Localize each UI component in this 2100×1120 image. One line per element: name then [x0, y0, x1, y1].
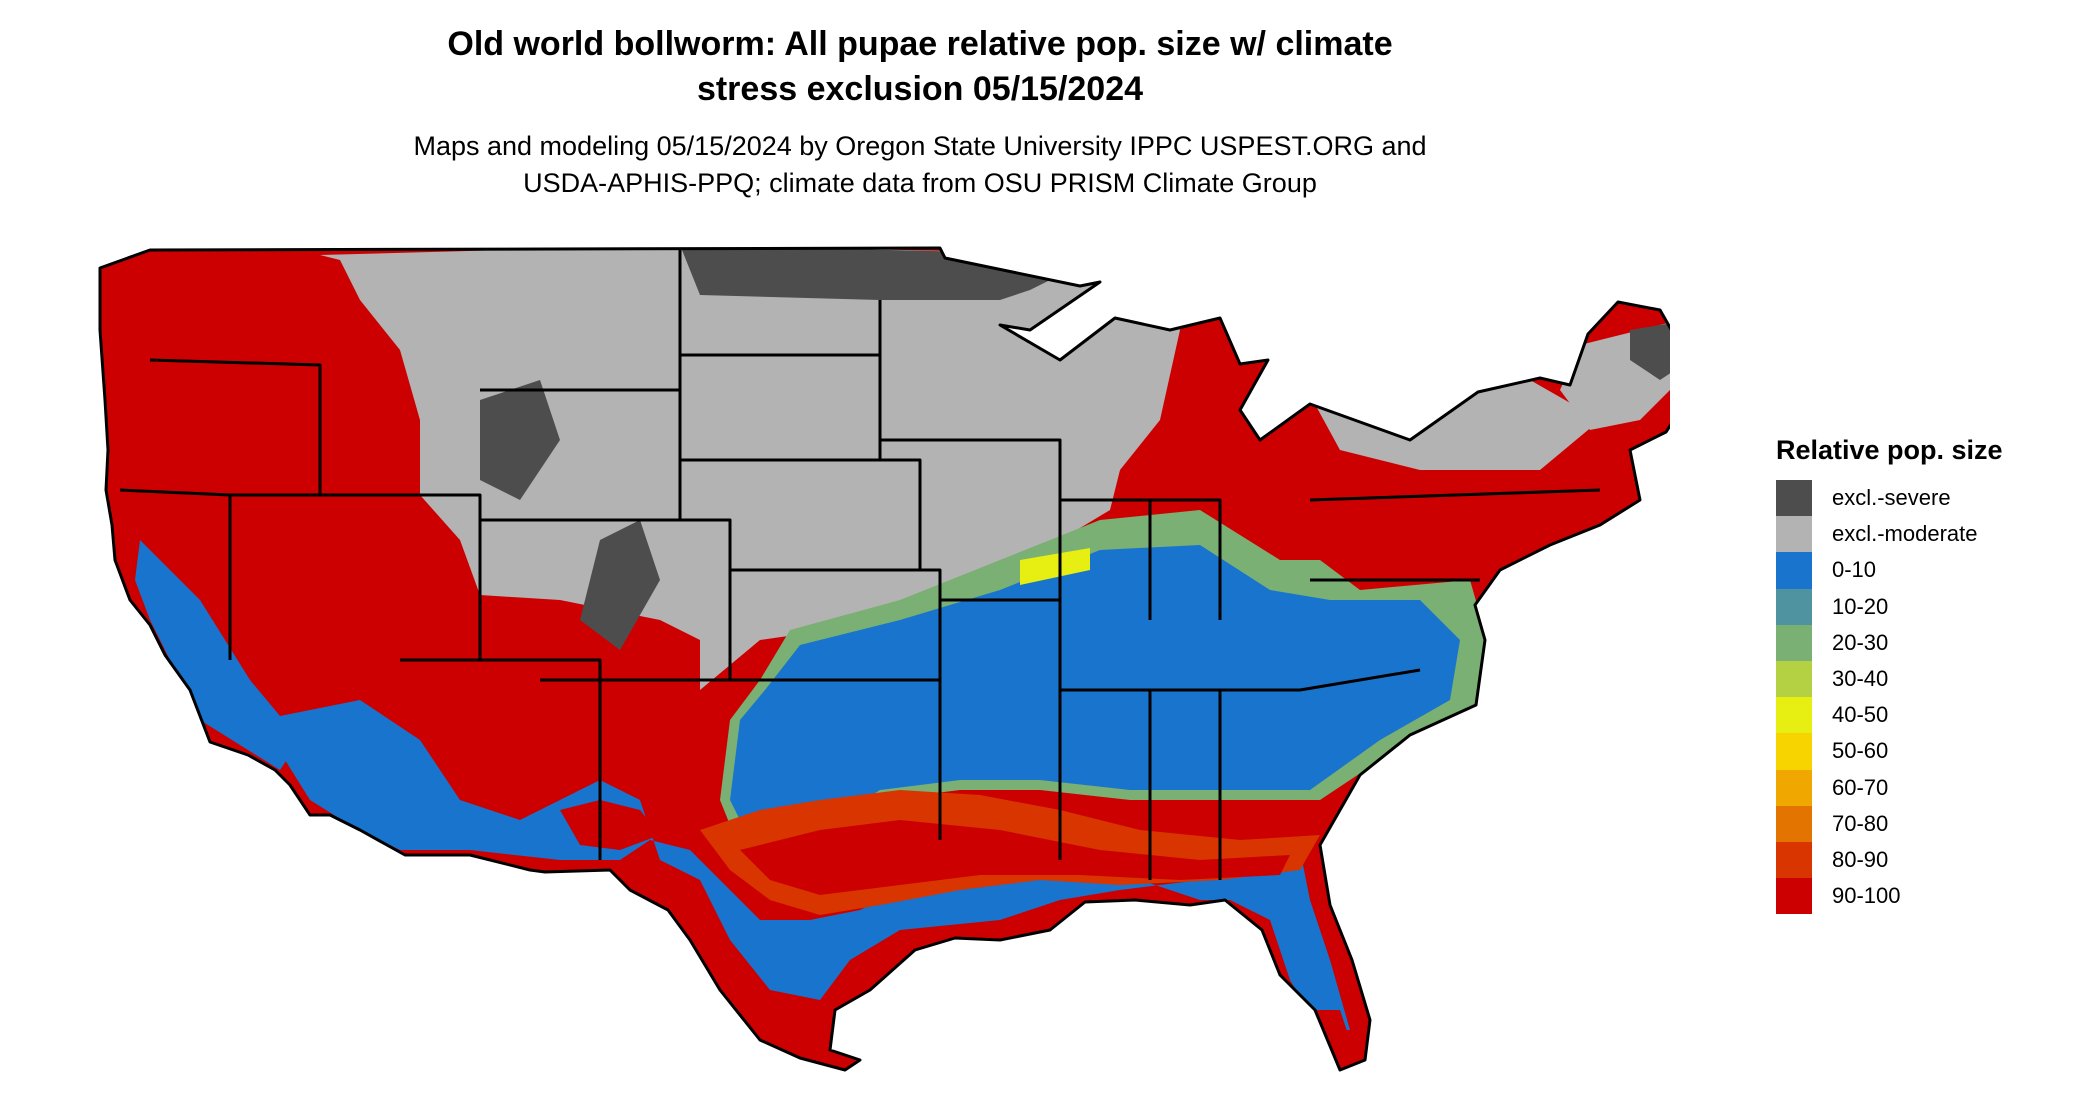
- legend-item: 70-80: [1776, 805, 2076, 842]
- legend-label: 70-80: [1832, 810, 1889, 836]
- border-oklahoma: [730, 678, 942, 840]
- legend: Relative pop. size excl.-severe excl.-mod…: [1776, 432, 2076, 915]
- legend-swatch: [1776, 588, 1812, 625]
- legend-label: 80-90: [1832, 846, 1889, 872]
- border-az-nm: [400, 658, 602, 860]
- zone-excl-severe-colorado: [580, 520, 660, 650]
- legend-label: 40-50: [1832, 702, 1889, 728]
- legend-swatch: [1776, 552, 1812, 589]
- us-map: [98, 246, 1670, 1072]
- legend-items: excl.-severe excl.-moderate 0-10 10-20 20-30…: [1776, 480, 2076, 915]
- legend-swatch: [1776, 805, 1812, 842]
- legend-label: excl.-severe: [1832, 485, 1951, 511]
- map-subtitle: Maps and modeling 05/15/2024 by Oregon S…: [250, 128, 1590, 202]
- legend-label: 50-60: [1832, 738, 1889, 764]
- legend-swatch: [1776, 516, 1812, 553]
- legend-label: 60-70: [1832, 774, 1889, 800]
- border-wa-or-id: [149, 358, 322, 495]
- legend-swatch: [1776, 841, 1812, 879]
- border-ohio: [1150, 498, 1222, 620]
- border-colorado: [540, 518, 732, 682]
- legend-label: 20-30: [1832, 629, 1889, 655]
- border-tennessee: [1060, 668, 1421, 692]
- legend-item: 20-30: [1776, 624, 2076, 661]
- legend-label: 10-20: [1832, 593, 1889, 619]
- legend-swatch: [1776, 733, 1812, 770]
- zone-0-10-central: [730, 545, 1460, 840]
- legend-item: 30-40: [1776, 660, 2076, 698]
- zone-0-10-southwest-gulf: [260, 700, 1350, 1030]
- zone-90-100-southern-core: [740, 820, 1290, 895]
- map-title-line-1: Old world bollworm: All pupae relative p…: [447, 25, 1393, 63]
- legend-swatch: [1776, 769, 1812, 806]
- border-new-york: [1309, 488, 1601, 502]
- zone-90-100-south-texas: [830, 1000, 860, 1055]
- map-title-line-2: stress exclusion 05/15/2024: [696, 70, 1144, 108]
- legend-swatch: [1776, 660, 1812, 698]
- legend-item: 40-50: [1776, 697, 2076, 734]
- legend-item: 0-10: [1776, 552, 2076, 589]
- zone-90-100-nm-pocket: [560, 800, 660, 850]
- zone-excl-severe-maine: [1630, 320, 1670, 380]
- legend-item: 10-20: [1776, 588, 2076, 625]
- legend-item: 80-90: [1776, 841, 2076, 879]
- legend-item: excl.-moderate: [1776, 516, 2076, 553]
- legend-swatch: [1776, 480, 1812, 517]
- legend-swatch: [1776, 624, 1812, 661]
- map-title: Old world bollworm: All pupae relative p…: [250, 22, 1590, 112]
- zone-90-100-south-florida: [1315, 1010, 1350, 1055]
- legend-item: 50-60: [1776, 733, 2076, 770]
- legend-label: 30-40: [1832, 666, 1889, 692]
- state-borders: [98, 246, 1670, 1072]
- map-subtitle-line-1: Maps and modeling 05/15/2024 by Oregon S…: [413, 131, 1427, 161]
- legend-label: 0-10: [1832, 557, 1877, 583]
- legend-item: 90-100: [1776, 878, 2076, 915]
- legend-swatch: [1776, 697, 1812, 734]
- zone-excl-severe-wyoming: [480, 380, 560, 500]
- legend-label: 90-100: [1832, 883, 1901, 909]
- zone-0-10-central-valley: [135, 540, 300, 770]
- zone-40-50-ohio-valley: [1020, 548, 1090, 585]
- legend-swatch: [1776, 878, 1812, 915]
- border-minnesota-iowa: [878, 300, 1062, 690]
- border-nv-ut-id: [230, 493, 482, 660]
- legend-title: Relative pop. size: [1776, 435, 2003, 465]
- legend-item: excl.-severe: [1776, 480, 2076, 517]
- legend-label: excl.-moderate: [1832, 521, 1978, 547]
- legend-item: 60-70: [1776, 769, 2076, 806]
- map-subtitle-line-2: USDA-APHIS-PPQ; climate data from OSU PR…: [523, 168, 1317, 198]
